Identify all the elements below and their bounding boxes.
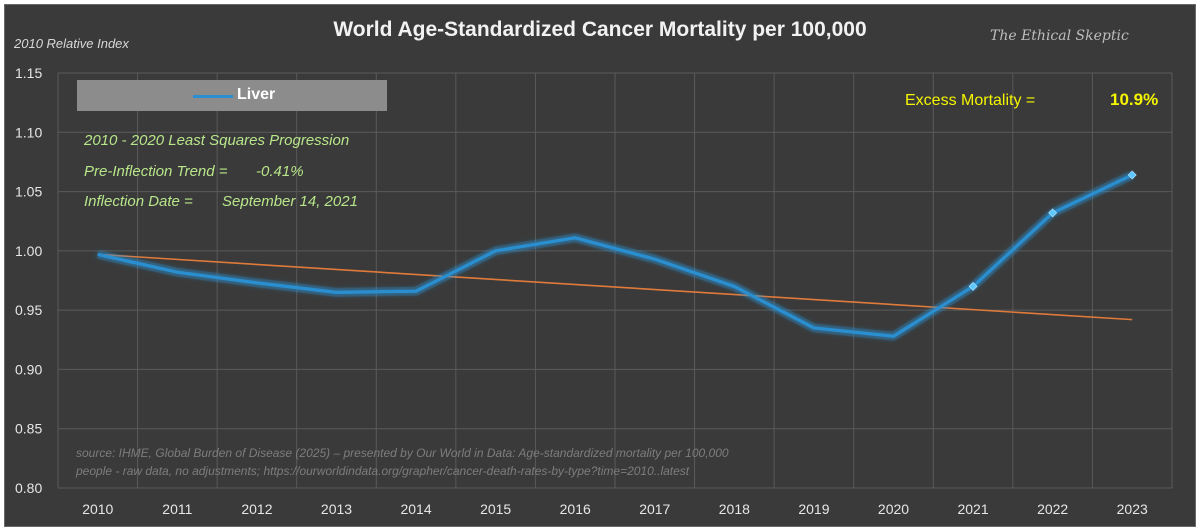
legend-swatch-liver [193,95,233,98]
source-line-1: source: IHME, Global Burden of Disease (… [76,446,729,460]
y-tick-label-1.10: 1.10 [15,124,42,140]
chart-title: World Age-Standardized Cancer Mortality … [333,18,867,41]
y-tick-label-0.85: 0.85 [15,421,42,437]
x-tick-label-2010: 2010 [82,501,113,517]
y-axis-label: 2010 Relative Index [14,36,129,51]
excess-mortality-label: Excess Mortality = [905,92,1036,109]
x-tick-label-2023: 2023 [1117,501,1148,517]
x-tick-label-2014: 2014 [400,501,431,517]
point-marker-2022 [1048,208,1058,218]
y-tick-label-0.90: 0.90 [15,361,42,377]
point-marker-2023 [1127,170,1137,180]
trend-label: Pre-Inflection Trend = [84,163,228,180]
inflection-label: Inflection Date = [84,193,193,210]
excess-mortality-value: 10.9% [1110,90,1159,109]
x-tick-label-2022: 2022 [1037,501,1068,517]
x-tick-label-2015: 2015 [480,501,511,517]
legend: Liver [77,80,387,111]
trend-line [97,253,1133,321]
x-tick-label-2019: 2019 [798,501,829,517]
source-note: source: IHME, Global Burden of Disease (… [76,444,836,480]
x-tick-label-2020: 2020 [878,501,909,517]
y-tick-label-0.80: 0.80 [15,480,42,496]
x-tick-label-2016: 2016 [560,501,591,517]
brand-watermark: The Ethical Skeptic [990,28,1129,44]
x-tick-label-2018: 2018 [719,501,750,517]
y-tick-label-1.15: 1.15 [15,65,42,81]
inflection-value: September 14, 2021 [222,193,358,210]
progression-note: 2010 - 2020 Least Squares Progression [84,132,350,149]
y-tick-label-1.00: 1.00 [15,243,42,259]
legend-label-liver: Liver [237,86,276,103]
point-marker-2021 [968,282,978,291]
trend-value: -0.41% [256,163,304,180]
x-tick-label-2013: 2013 [321,501,352,517]
x-tick-label-2017: 2017 [639,501,670,517]
y-tick-label-1.05: 1.05 [15,184,42,200]
y-tick-label-0.95: 0.95 [15,302,42,318]
series-line-liver [97,173,1133,338]
x-tick-label-2021: 2021 [957,501,988,517]
x-tick-label-2012: 2012 [241,501,272,517]
x-tick-label-2011: 2011 [162,501,192,517]
source-line-2: people - raw data, no adjustments; https… [76,464,690,478]
